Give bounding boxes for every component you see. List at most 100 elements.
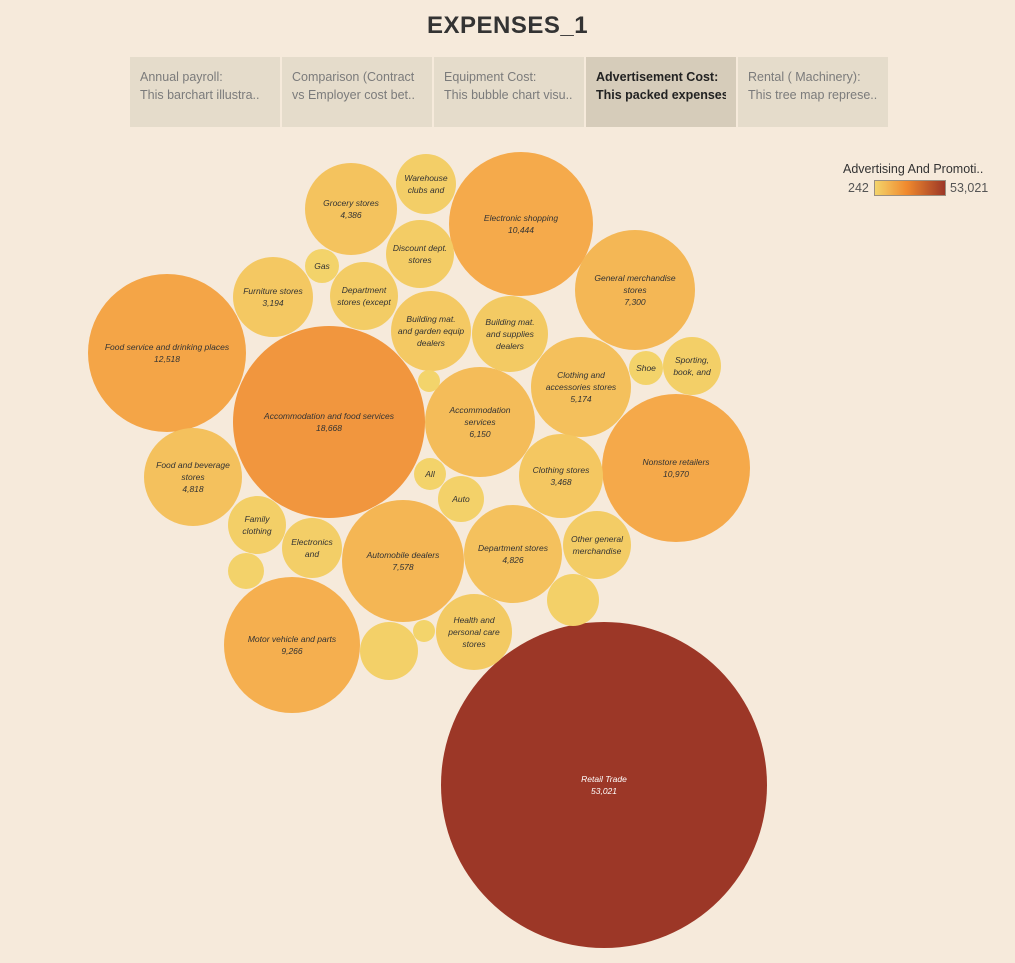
bubble-circle[interactable] [386,220,454,288]
bubble-health-and-personal-care-stores[interactable]: Health and personal care stores [436,594,512,670]
bubble-circle[interactable] [629,351,663,385]
bubble-clothing-and-accessories-stores[interactable]: Clothing and accessories stores 5,174 [531,337,631,437]
bubble-gas[interactable]: Gas [305,249,339,283]
tab-advertisement-cost[interactable]: Advertisement Cost: This packed expenses… [586,57,736,127]
bubble-circle[interactable] [441,622,767,948]
bubble-accommodation-services[interactable]: Accommodation services 6,150 [425,367,535,477]
bubble-unlabeled-25[interactable] [360,622,418,680]
bubble-unlabeled-26[interactable] [547,574,599,626]
bubble-electronics-and[interactable]: Electronics and [282,518,342,578]
bubble-value-label: 10,970 [663,469,689,479]
bubble-food-service-and-drinking-places[interactable]: Food service and drinking places 12,518 [88,274,246,432]
bubble-general-merchandise-stores[interactable]: General merchandise stores 7,300 [575,230,695,350]
tab-comparison[interactable]: Comparison (Contract vs Employer cost be… [282,57,432,127]
bubble-building-mat-and-supplies-dealers[interactable]: Building mat. and supplies dealers [472,296,548,372]
bubble-automobile-dealers[interactable]: Automobile dealers 7,578 [342,500,464,622]
bubble-circle[interactable] [305,163,397,255]
bubble-accommodation-and-food-services[interactable]: Accommodation and food services 18,668 [233,326,425,518]
bubble-label: Building mat. [485,317,534,327]
bubble-nonstore-retailers[interactable]: Nonstore retailers 10,970 [602,394,750,542]
bubble-furniture-stores[interactable]: Furniture stores 3,194 [233,257,313,337]
bubble-electronic-shopping[interactable]: Electronic shopping 10,444 [449,152,593,296]
bubble-unlabeled-33[interactable] [418,370,440,392]
bubble-label: Retail Trade [581,774,627,784]
color-legend: Advertising And Promoti.. 242 53,021 [843,162,1013,196]
bubble-value-label: 3,194 [262,298,284,308]
bubble-circle[interactable] [233,326,425,518]
bubble-label: Electronics [291,537,333,547]
bubble-circle[interactable] [531,337,631,437]
tab-caption: This bubble chart visu.. [444,88,573,102]
legend-min-label: 242 [848,181,869,195]
page-title: EXPENSES_1 [426,12,589,39]
bubble-value-label: 18,668 [316,423,342,433]
tab-title: Comparison (Contract [292,70,415,84]
bubble-circle[interactable] [228,496,286,554]
bubble-auto[interactable]: Auto [438,476,484,522]
tab-title: Equipment Cost: [444,70,537,84]
bubble-label: Grocery stores [323,198,379,208]
bubble-warehouse-clubs-and[interactable]: Warehouse clubs and [396,154,456,214]
bubble-label: Building mat. [406,314,455,324]
bubble-label: Clothing and [557,370,605,380]
bubble-circle[interactable] [413,620,435,642]
tab-rental-machinery[interactable]: Rental ( Machinery): This tree map repre… [738,57,888,127]
bubble-circle[interactable] [144,428,242,526]
bubble-circle[interactable] [305,249,339,283]
bubble-circle[interactable] [663,337,721,395]
bubble-unlabeled-32[interactable] [413,620,435,642]
bubble-grocery-stores[interactable]: Grocery stores 4,386 [305,163,397,255]
bubble-circle[interactable] [519,434,603,518]
bubble-circle[interactable] [438,476,484,522]
bubble-food-and-beverage-stores[interactable]: Food and beverage stores 4,818 [144,428,242,526]
bubble-motor-vehicle-and-parts[interactable]: Motor vehicle and parts 9,266 [224,577,360,713]
bubble-discount-dept-stores[interactable]: Discount dept. stores [386,220,454,288]
bubble-other-general-merchandise[interactable]: Other general merchandise [563,511,631,579]
bubble-label: stores [623,285,647,295]
bubble-value-label: 12,518 [154,354,180,364]
bubble-circle[interactable] [330,262,398,330]
tab-annual-payroll[interactable]: Annual payroll: This barchart illustra.. [130,57,280,127]
bubble-value-label: 53,021 [591,786,617,796]
bubble-label: Accommodation and food services [263,411,395,421]
bubble-label: Motor vehicle and parts [248,634,337,644]
tab-caption: This barchart illustra.. [140,88,260,102]
bubble-building-mat-and-garden-equip-dealers[interactable]: Building mat. and garden equip dealers [391,291,471,371]
bubble-clothing-stores[interactable]: Clothing stores 3,468 [519,434,603,518]
bubble-circle[interactable] [88,274,246,432]
story-tabs: Annual payroll: This barchart illustra..… [130,57,888,127]
bubble-circle[interactable] [360,622,418,680]
bubble-circle[interactable] [391,291,471,371]
bubble-circle[interactable] [342,500,464,622]
bubble-circle[interactable] [547,574,599,626]
bubble-department-stores-except[interactable]: Department stores (except [330,262,398,330]
bubble-circle[interactable] [233,257,313,337]
bubble-label: All [424,469,436,479]
bubble-circle[interactable] [563,511,631,579]
bubble-circle[interactable] [436,594,512,670]
bubble-circle[interactable] [464,505,562,603]
bubble-circle[interactable] [449,152,593,296]
bubble-circle[interactable] [575,230,695,350]
bubble-circle[interactable] [602,394,750,542]
bubble-circle[interactable] [224,577,360,713]
bubble-family-clothing[interactable]: Family clothing [228,496,286,554]
bubble-retail-trade[interactable]: Retail Trade 53,021 [441,622,767,948]
bubble-label: clubs and [408,185,445,195]
bubble-department-stores[interactable]: Department stores 4,826 [464,505,562,603]
bubble-sporting-book-and[interactable]: Sporting, book, and [663,337,721,395]
bubble-circle[interactable] [418,370,440,392]
bubble-value-label: 10,444 [508,225,534,235]
bubble-circle[interactable] [228,553,264,589]
tab-equipment-cost[interactable]: Equipment Cost: This bubble chart visu.. [434,57,584,127]
bubble-all[interactable]: All [414,458,446,490]
bubble-circle[interactable] [396,154,456,214]
bubble-value-label: 4,826 [502,555,524,565]
bubble-circle[interactable] [414,458,446,490]
bubble-circle[interactable] [425,367,535,477]
bubble-circle[interactable] [472,296,548,372]
bubble-label: dealers [496,341,525,351]
bubble-circle[interactable] [282,518,342,578]
bubble-shoe[interactable]: Shoe [629,351,663,385]
bubble-unlabeled-28[interactable] [228,553,264,589]
